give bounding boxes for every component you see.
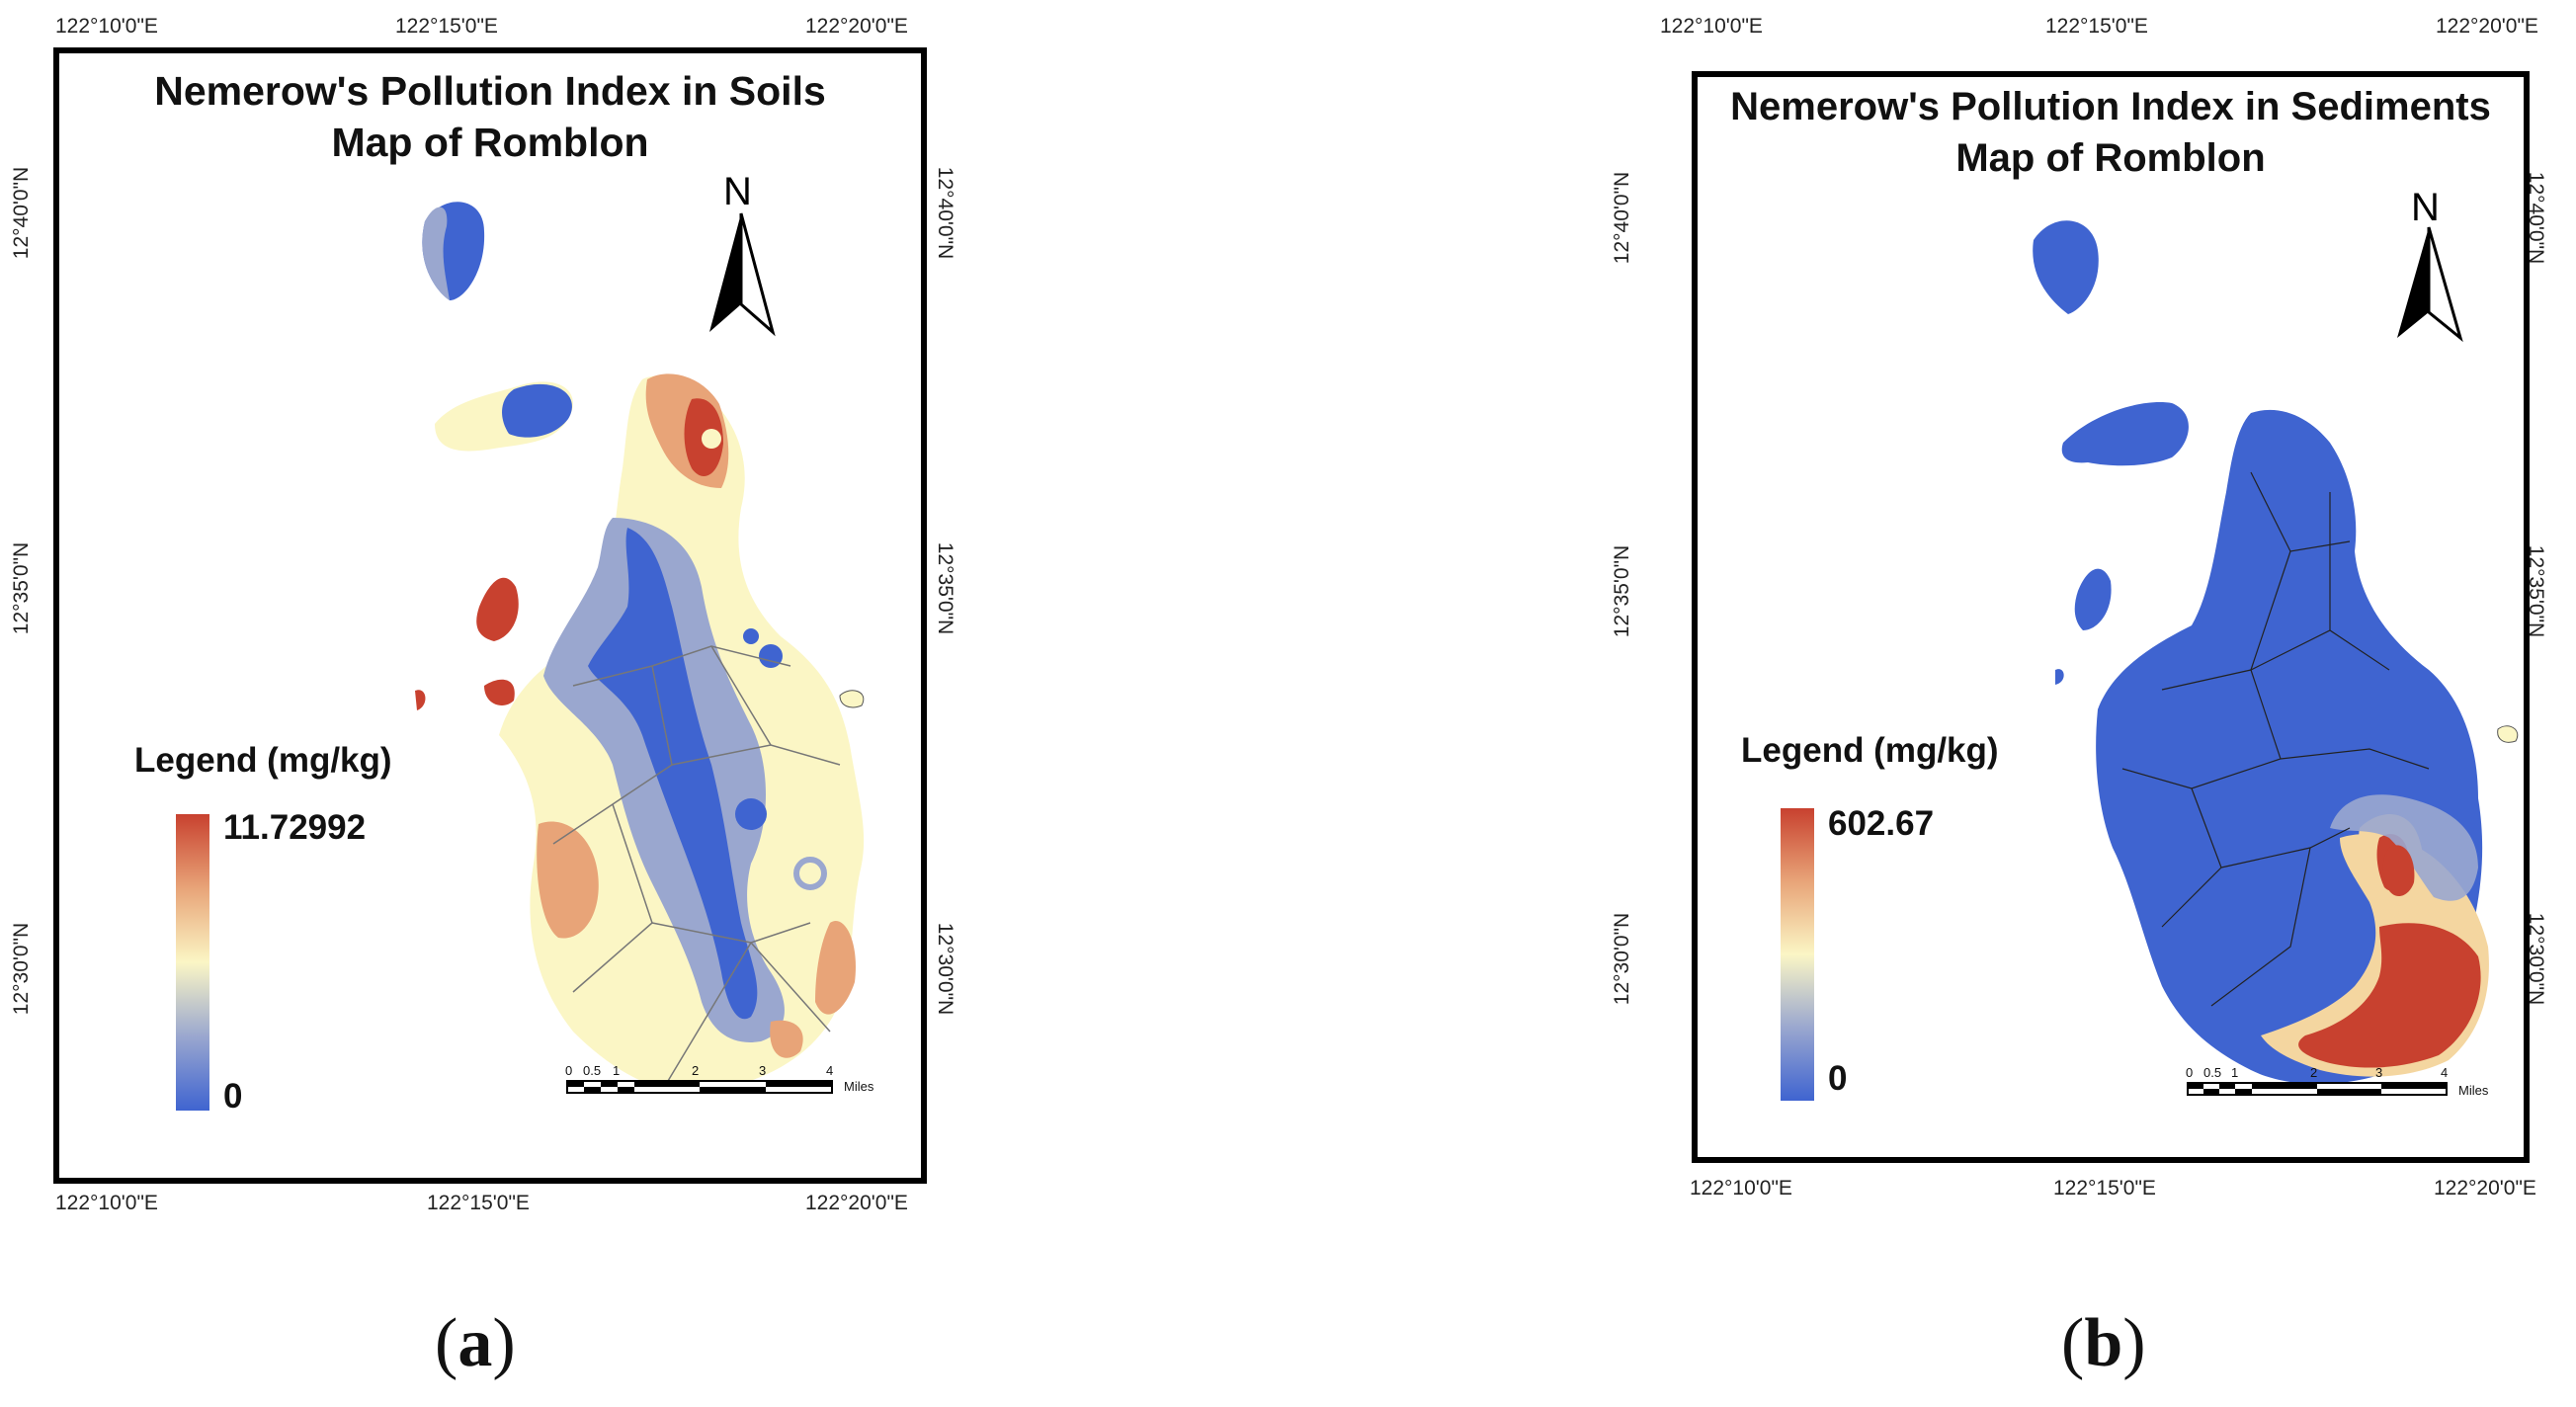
islet-red-1	[476, 577, 519, 641]
north-label: N	[2411, 186, 2440, 229]
legend-title: Legend (mg/kg)	[1741, 731, 1999, 770]
island-map	[415, 202, 865, 1093]
scale-bar-labels: 0 0.5 1 2 3 4 Miles	[565, 1063, 891, 1094]
scale-tick-label: 0	[565, 1063, 573, 1078]
map-title: Nemerow's Pollution Index in Soils Map o…	[59, 65, 921, 168]
legend-color-ramp	[176, 814, 209, 1111]
scale-tick-label: 3	[2375, 1065, 2383, 1080]
lat-label-right: 12°30'0"N	[934, 922, 957, 1016]
legend-title: Legend (mg/kg)	[134, 741, 392, 780]
legend-min-value: 0	[1828, 1059, 1848, 1098]
legend-color-ramp	[1781, 808, 1814, 1101]
lat-label-left: 12°40'0"N	[1611, 171, 1634, 265]
lat-label-left: 12°35'0"N	[10, 541, 34, 635]
lon-label-bottom: 122°10'0"E	[1690, 1177, 1792, 1200]
panel-caption: (a)	[435, 1305, 516, 1381]
lon-label-bottom: 122°20'0"E	[2434, 1177, 2536, 1200]
lon-label-bottom: 122°15'0"E	[427, 1192, 530, 1214]
scale-tick-label: 1	[2231, 1065, 2239, 1080]
lat-label-left: 12°30'0"N	[10, 922, 34, 1016]
lat-label-left: 12°30'0"N	[1611, 912, 1634, 1006]
islet-red-2	[484, 679, 515, 705]
panel-b-sediments-map: 122°10'0"E 122°15'0"E 122°20'0"E 122°10'…	[1611, 0, 2576, 1407]
lon-label-top: 122°10'0"E	[55, 15, 158, 38]
lon-label-top: 122°15'0"E	[2045, 15, 2148, 38]
scale-tick-label: 0.5	[583, 1063, 602, 1078]
legend-max-value: 11.72992	[223, 808, 367, 847]
north-label: N	[723, 170, 752, 213]
scale-tick-label: 0	[2186, 1065, 2194, 1080]
legend-min-value: 0	[223, 1077, 243, 1116]
panel-caption: (b)	[2061, 1305, 2146, 1381]
map-frame: Nemerow's Pollution Index in Sediments M…	[1692, 71, 2530, 1163]
lat-label-left: 12°40'0"N	[10, 166, 34, 260]
north-arrow-icon	[709, 212, 776, 337]
scale-tick-label: 2	[692, 1063, 700, 1078]
map-title-line2: Map of Romblon	[1955, 136, 2266, 180]
lon-label-top: 122°20'0"E	[805, 15, 908, 38]
lon-label-top: 122°15'0"E	[395, 15, 498, 38]
map-title: Nemerow's Pollution Index in Sediments M…	[1698, 81, 2524, 184]
lat-label-right: 12°35'0"N	[934, 541, 957, 635]
scale-tick-label: 3	[759, 1063, 767, 1078]
map-title-line1: Nemerow's Pollution Index in Soils	[154, 68, 826, 114]
lon-label-bottom: 122°10'0"E	[55, 1192, 158, 1214]
islet-west	[2061, 402, 2189, 466]
scale-unit: Miles	[844, 1079, 874, 1094]
lon-label-bottom: 122°20'0"E	[805, 1192, 908, 1214]
lon-label-top: 122°20'0"E	[2436, 15, 2538, 38]
scale-tick-label: 1	[613, 1063, 621, 1078]
islet-north	[2033, 220, 2099, 314]
island-map	[2033, 220, 2519, 1085]
map-title-line2: Map of Romblon	[331, 120, 649, 165]
scale-bar-labels: 0 0.5 1 2 3 4 Miles	[2186, 1065, 2512, 1098]
scale-tick-label: 4	[826, 1063, 834, 1078]
north-arrow-icon	[2397, 226, 2463, 343]
lon-label-bottom: 122°15'0"E	[2053, 1177, 2156, 1200]
scale-bar	[2187, 1082, 2448, 1096]
lon-label-top: 122°10'0"E	[1660, 15, 1763, 38]
lat-label-right: 12°40'0"N	[934, 166, 957, 260]
scale-tick-label: 4	[2441, 1065, 2449, 1080]
legend-max-value: 602.67	[1828, 804, 1935, 843]
scale-unit: Miles	[2458, 1083, 2489, 1098]
map-frame: Nemerow's Pollution Index in Soils Map o…	[53, 47, 927, 1184]
caption-letter: a	[457, 1305, 493, 1381]
caption-letter: b	[2084, 1305, 2123, 1381]
map-title-line1: Nemerow's Pollution Index in Sediments	[1730, 85, 2491, 128]
scale-tick-label: 0.5	[2203, 1065, 2222, 1080]
scale-tick-label: 2	[2310, 1065, 2318, 1080]
lat-label-left: 12°35'0"N	[1611, 544, 1634, 638]
scale-bar	[566, 1080, 833, 1094]
panel-a-soils-map: 122°10'0"E 122°15'0"E 122°20'0"E 122°10'…	[0, 0, 988, 1407]
